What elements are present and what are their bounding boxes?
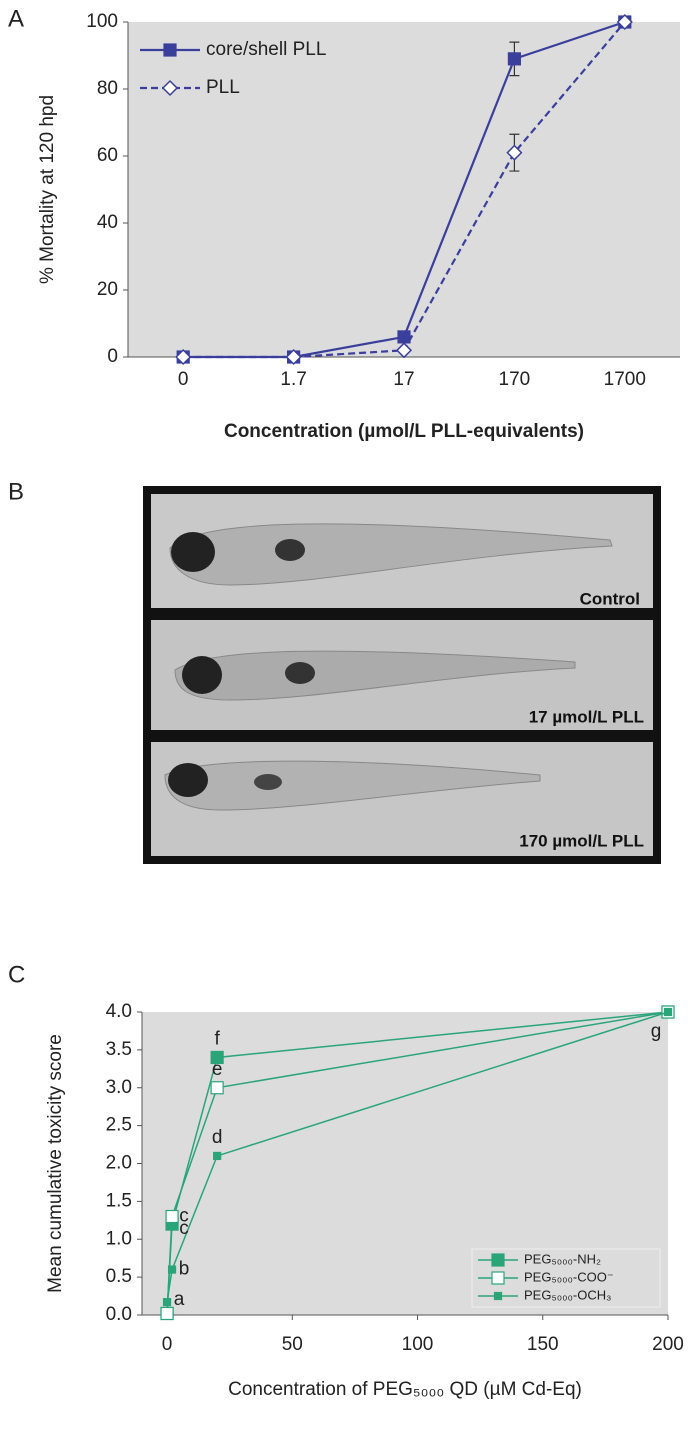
series-line — [166, 1011, 669, 1314]
fish-image — [164, 760, 541, 811]
marker — [163, 43, 177, 57]
series-line — [166, 1011, 669, 1303]
x-tick-label: 170 — [499, 369, 531, 390]
marker — [663, 1007, 673, 1017]
fish-image — [169, 523, 613, 586]
legend-label: PEG₅₀₀₀-COO⁻ — [524, 1269, 614, 1284]
image-caption: 17 µmol/L PLL — [529, 707, 644, 726]
panel-label: A — [8, 5, 24, 32]
panel-label: B — [8, 478, 24, 505]
marker — [395, 342, 413, 359]
legend-label: PEG₅₀₀₀-OCH₃ — [524, 1287, 611, 1302]
annotation: c — [179, 1218, 189, 1239]
y-tick-label: 0.5 — [106, 1266, 132, 1287]
y-tick-label: 1.5 — [106, 1190, 132, 1211]
x-tick-label: 0 — [178, 369, 189, 390]
y-axis-label: % Mortality at 120 hpd — [37, 95, 58, 284]
x-axis-label: Concentration (µmol/L PLL-equivalents) — [224, 421, 584, 442]
x-tick-label: 0 — [162, 1334, 173, 1355]
legend-label: PEG₅₀₀₀-NH₂ — [524, 1251, 601, 1266]
panel-label: C — [8, 961, 25, 988]
marker — [210, 1081, 224, 1095]
x-tick-label: 50 — [282, 1334, 303, 1355]
marker — [165, 1209, 179, 1224]
marker — [167, 1265, 177, 1274]
y-tick-label: 20 — [97, 279, 118, 300]
annotation: b — [179, 1259, 190, 1280]
annotation: a — [174, 1289, 185, 1310]
x-axis-label: Concentration of PEG₅₀₀₀ QD (µM Cd-Eq) — [228, 1379, 582, 1400]
y-tick-label: 3.5 — [106, 1039, 132, 1060]
y-tick-label: 3.0 — [106, 1077, 132, 1098]
y-tick-label: 1.0 — [106, 1228, 132, 1249]
marker — [491, 1253, 505, 1267]
marker — [160, 1306, 174, 1321]
y-tick-label: 2.0 — [106, 1153, 132, 1174]
marker — [493, 1291, 503, 1301]
annotation: c — [179, 1206, 189, 1227]
annotation: f — [215, 1028, 221, 1049]
legend-box — [471, 1248, 661, 1308]
marker — [506, 144, 523, 161]
marker — [162, 1298, 172, 1307]
y-tick-label: 0 — [107, 346, 118, 367]
annotation: g — [651, 1021, 662, 1042]
plot-area — [128, 22, 680, 357]
fish-image — [174, 650, 576, 701]
marker — [175, 348, 192, 366]
marker — [616, 13, 633, 31]
legend-label: PLL — [206, 77, 240, 98]
y-tick-label: 60 — [97, 145, 118, 166]
image-caption: Control — [580, 589, 640, 608]
marker — [285, 348, 302, 366]
y-tick-label: 0.0 — [106, 1304, 132, 1325]
marker — [491, 1271, 505, 1285]
marker — [161, 79, 179, 97]
annotation: e — [212, 1059, 223, 1080]
x-tick-label: 1.7 — [280, 369, 306, 390]
marker — [507, 52, 521, 66]
image-caption: 170 µmol/L PLL — [519, 831, 644, 850]
y-tick-label: 2.5 — [106, 1115, 132, 1136]
marker — [210, 1050, 224, 1065]
x-tick-label: 200 — [652, 1334, 684, 1355]
legend-label: core/shell PLL — [206, 39, 326, 60]
y-tick-label: 40 — [97, 212, 118, 233]
image-panel: Control 17 µmol/L PLL 170 µmol/L PLL — [143, 486, 661, 864]
marker — [213, 1151, 222, 1161]
y-tick-label: 80 — [97, 78, 118, 99]
annotation: d — [212, 1127, 223, 1148]
plot-area — [142, 1012, 668, 1315]
x-tick-label: 100 — [402, 1334, 434, 1355]
y-axis-label: Mean cumulative toxicity score — [45, 1034, 66, 1293]
x-tick-label: 17 — [393, 369, 414, 390]
x-tick-label: 1700 — [604, 369, 646, 390]
y-tick-label: 4.0 — [106, 1001, 132, 1022]
y-tick-label: 100 — [86, 11, 118, 32]
x-tick-label: 150 — [527, 1334, 559, 1355]
